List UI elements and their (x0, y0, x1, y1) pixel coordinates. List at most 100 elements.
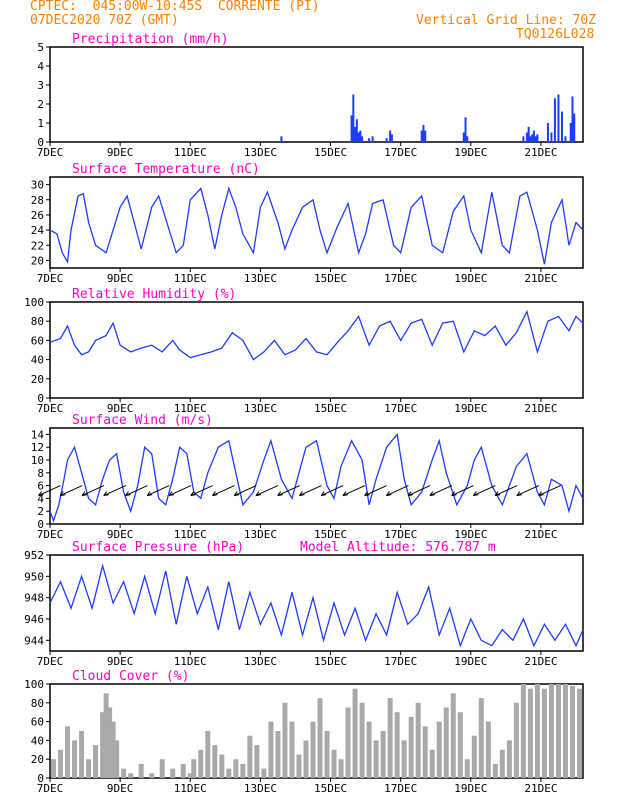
wind-arrow (60, 485, 83, 497)
bar (450, 693, 456, 778)
x-tick-label: 7DEC (37, 402, 64, 415)
bar (331, 749, 337, 778)
y-tick-label: 40 (31, 354, 44, 367)
y-tick-label: 2 (37, 505, 44, 518)
bar (110, 721, 116, 778)
x-tick-label: 17DEC (384, 272, 417, 285)
station-title: CPTEC: 045:00W-10:45S CORRENTE (PI) (30, 0, 320, 14)
bar (138, 763, 144, 778)
bar (86, 759, 92, 778)
bar (576, 688, 582, 778)
bar (527, 688, 533, 778)
bar (415, 702, 421, 778)
bar (350, 115, 353, 142)
y-tick-label: 26 (31, 209, 44, 222)
bar (240, 763, 246, 778)
bar (65, 726, 71, 778)
x-tick-label: 21DEC (524, 402, 557, 415)
y-tick-label: 0 (37, 136, 44, 149)
x-tick-label: 9DEC (107, 272, 134, 285)
panel-title: Relative Humidity (%) (72, 287, 236, 302)
bar (401, 740, 407, 778)
bar (536, 134, 539, 142)
bar (499, 749, 505, 778)
panel-frame (49, 427, 584, 525)
bar (389, 130, 392, 142)
wind-arrow (342, 485, 366, 497)
bar (408, 716, 414, 778)
bar (555, 684, 561, 778)
wind-arrow-head (451, 491, 457, 497)
bar (387, 698, 393, 778)
wind-arrow (233, 485, 257, 497)
bar (198, 749, 204, 778)
y-tick-label: 2 (37, 98, 44, 111)
wind-arrow (125, 485, 148, 497)
panel-title: Precipitation (mm/h) (72, 32, 229, 47)
bar (436, 721, 442, 778)
x-tick-label: 19DEC (454, 782, 487, 795)
bar (275, 731, 281, 778)
panel-frame (49, 683, 584, 779)
bar (338, 759, 344, 778)
wind-arrow-head (385, 491, 392, 497)
y-tick-label: 30 (31, 179, 44, 192)
bar (361, 136, 364, 142)
y-tick-label: 20 (31, 753, 44, 766)
bar (478, 698, 484, 778)
bar (525, 132, 528, 142)
wind-arrow-head (125, 491, 131, 497)
bar (261, 768, 267, 778)
wind-arrow (255, 485, 279, 497)
x-tick-label: 15DEC (314, 782, 347, 795)
wind-arrow-head (59, 491, 66, 497)
bar (373, 740, 379, 778)
bar (121, 768, 127, 778)
bar (219, 754, 225, 778)
panel-pres: 944 946 948 950 952 7DEC 9DEC 11DEC 13DEC 15DEC 17… (24, 540, 584, 668)
grid-line-note: Vertical Grid Line: 70Z (416, 13, 597, 28)
bar (532, 130, 535, 142)
bar (464, 117, 467, 142)
bar (562, 684, 568, 778)
x-tick-label: 9DEC (107, 655, 134, 668)
x-tick-label: 15DEC (314, 272, 347, 285)
bar (303, 740, 309, 778)
bar (553, 98, 556, 142)
y-tick-label: 4 (37, 60, 44, 73)
bar (114, 740, 120, 778)
bar (93, 745, 99, 778)
bar (72, 740, 78, 778)
bar (571, 96, 574, 142)
x-tick-label: 9DEC (107, 402, 134, 415)
bar (254, 745, 260, 778)
y-tick-label: 0 (37, 518, 44, 531)
bar (205, 731, 211, 778)
x-tick-label: 19DEC (454, 655, 487, 668)
panel-title: Surface Temperature (nC) (72, 162, 260, 177)
bar (534, 136, 537, 142)
x-tick-label: 19DEC (454, 528, 487, 541)
x-tick-label: 17DEC (384, 782, 417, 795)
wind-arrow-head (407, 491, 414, 497)
panel-rh: 0 20 40 60 80 100 7DEC 9DEC 11DEC 13DEC 15DEC 17DEC… (24, 287, 584, 415)
panel-temp: 20 22 24 26 28 30 7DEC 9DEC 11DEC 13DEC 15DEC 17DEC… (31, 162, 584, 285)
wind-arrow (277, 485, 300, 497)
wind-arrow (81, 485, 105, 497)
wind-arrow (538, 485, 561, 497)
wind-arrow (168, 485, 192, 497)
y-tick-label: 80 (31, 697, 44, 710)
y-tick-label: 60 (31, 716, 44, 729)
bar (390, 134, 393, 142)
y-tick-label: 14 (31, 428, 45, 441)
panel-title: Surface Pressure (hPa) (72, 540, 244, 555)
run-date: 07DEC2020 70Z (GMT) (30, 13, 179, 28)
panel-title: Surface Wind (m/s) (72, 413, 213, 428)
wind-arrow (386, 485, 409, 497)
panel-frame (49, 554, 584, 652)
y-tick-label: 944 (24, 634, 44, 647)
y-tick-label: 948 (24, 592, 44, 605)
panel-cloud: 0 20 40 60 80 100 7DEC 9DEC 11DEC 13DEC 15DEC 17DEC… (24, 669, 584, 795)
